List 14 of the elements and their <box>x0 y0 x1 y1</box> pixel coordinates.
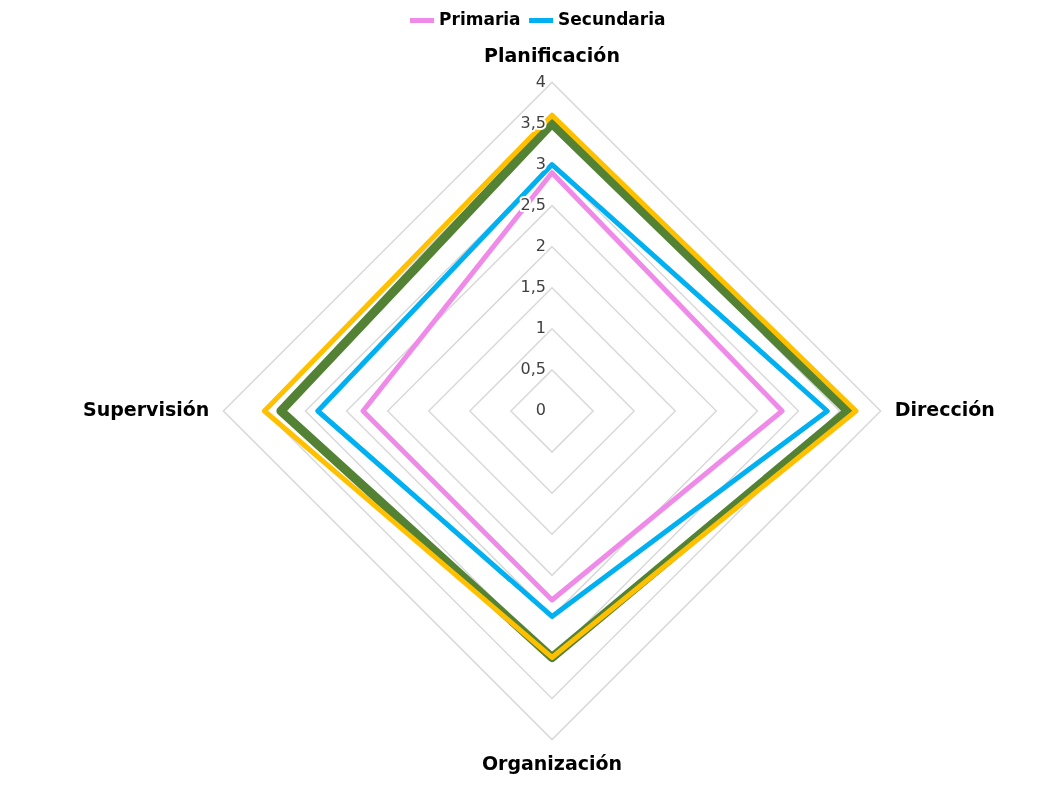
y-tick-label: 1,5 <box>520 276 546 296</box>
spoke-label: Supervisión <box>82 397 210 420</box>
y-tick-label: 3,5 <box>520 112 546 132</box>
y-tick-label: 3 <box>535 153 546 173</box>
spoke-label: Organización <box>481 751 623 774</box>
spoke-label: Dirección <box>894 397 995 420</box>
spoke-label: Planificación <box>484 43 620 66</box>
legend-label: Secundaria <box>558 8 666 29</box>
y-tick-label: 2 <box>535 235 546 255</box>
legend-label: Primaria <box>439 8 521 29</box>
y-tick-label: 0 <box>535 400 546 420</box>
y-tick-label: 4 <box>535 71 546 91</box>
y-tick-label: 0,5 <box>520 359 546 379</box>
y-tick-label: 1 <box>535 318 546 337</box>
